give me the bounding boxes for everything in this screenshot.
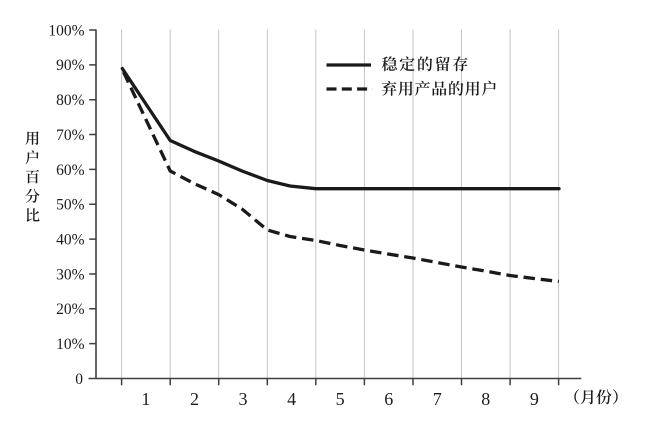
svg-text:0: 0	[75, 371, 83, 388]
svg-text:80%: 80%	[56, 92, 85, 109]
svg-text:9: 9	[530, 389, 539, 409]
svg-text:30%: 30%	[56, 266, 85, 283]
svg-text:7: 7	[433, 389, 442, 409]
svg-text:5: 5	[336, 389, 345, 409]
svg-text:6: 6	[384, 389, 393, 409]
svg-text:70%: 70%	[56, 127, 85, 144]
svg-text:50%: 50%	[56, 197, 85, 214]
svg-text:90%: 90%	[56, 57, 85, 74]
svg-text:2: 2	[190, 389, 199, 409]
svg-text:8: 8	[481, 389, 490, 409]
svg-text:3: 3	[239, 389, 248, 409]
svg-text:60%: 60%	[56, 162, 85, 179]
svg-text:40%: 40%	[56, 232, 85, 249]
svg-text:20%: 20%	[56, 301, 85, 318]
svg-text:1: 1	[141, 389, 150, 409]
svg-text:4: 4	[287, 389, 296, 409]
svg-text:10%: 10%	[56, 336, 85, 353]
svg-text:100%: 100%	[48, 22, 84, 39]
